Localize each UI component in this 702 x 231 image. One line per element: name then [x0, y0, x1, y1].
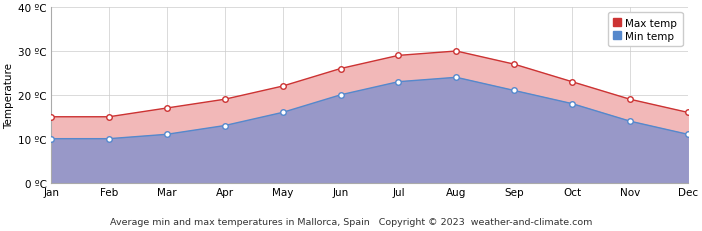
Text: Average min and max temperatures in Mallorca, Spain   Copyright © 2023  weather-: Average min and max temperatures in Mall… — [110, 217, 592, 226]
Y-axis label: Temperature: Temperature — [4, 63, 14, 128]
Legend: Max temp, Min temp: Max temp, Min temp — [608, 13, 682, 47]
